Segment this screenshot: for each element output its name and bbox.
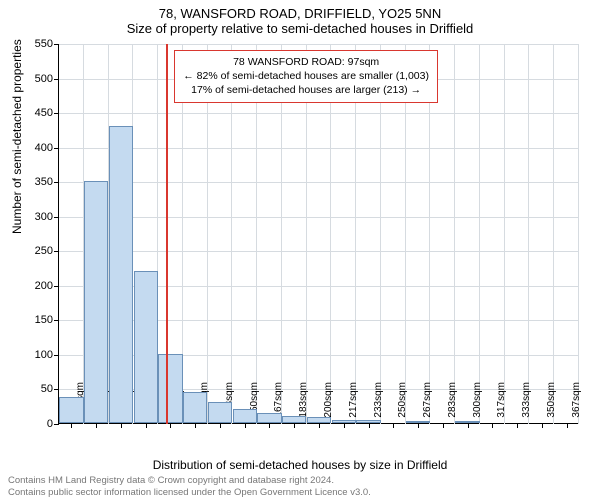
- ytick-label: 350: [19, 176, 53, 188]
- xtick-mark: [443, 423, 444, 428]
- gridline-h: [59, 44, 579, 45]
- ytick-label: 100: [19, 349, 53, 361]
- page-subtitle: Size of property relative to semi-detach…: [0, 21, 600, 36]
- ytick-label: 0: [19, 418, 53, 430]
- footer-line-2: Contains public sector information licen…: [8, 487, 371, 498]
- gridline-h: [59, 113, 579, 114]
- gridline-h: [59, 251, 579, 252]
- annotation-line-2: ← 82% of semi-detached houses are smalle…: [183, 69, 429, 83]
- xtick-mark: [146, 423, 147, 428]
- ytick-label: 550: [19, 38, 53, 50]
- page-title: 78, WANSFORD ROAD, DRIFFIELD, YO25 5NN: [0, 6, 600, 21]
- xtick-mark: [220, 423, 221, 428]
- ytick-mark: [54, 424, 59, 425]
- histogram-bar: [257, 413, 281, 423]
- ytick-label: 300: [19, 211, 53, 223]
- title-block: 78, WANSFORD ROAD, DRIFFIELD, YO25 5NN S…: [0, 0, 600, 38]
- histogram-bar: [455, 421, 479, 423]
- gridline-h: [59, 217, 579, 218]
- histogram-bar: [282, 416, 306, 423]
- ytick-mark: [54, 217, 59, 218]
- gridline-v: [553, 44, 554, 424]
- xtick-mark: [393, 423, 394, 428]
- plot-area: 05010015020025030035040045050055033sqm50…: [58, 44, 578, 424]
- xtick-mark: [492, 423, 493, 428]
- ytick-mark: [54, 251, 59, 252]
- ytick-label: 200: [19, 280, 53, 292]
- xtick-mark: [369, 423, 370, 428]
- histogram-bar: [59, 397, 83, 423]
- xtick-mark: [195, 423, 196, 428]
- histogram-bar: [233, 409, 257, 423]
- xtick-mark: [418, 423, 419, 428]
- histogram-bar: [134, 271, 158, 423]
- ytick-mark: [54, 182, 59, 183]
- histogram-bar: [109, 126, 133, 423]
- ytick-mark: [54, 389, 59, 390]
- xtick-mark: [170, 423, 171, 428]
- xtick-mark: [245, 423, 246, 428]
- xtick-label: 350sqm: [546, 382, 557, 428]
- ytick-mark: [54, 79, 59, 80]
- xtick-mark: [96, 423, 97, 428]
- xtick-mark: [269, 423, 270, 428]
- ytick-mark: [54, 355, 59, 356]
- ytick-label: 250: [19, 245, 53, 257]
- x-axis-label: Distribution of semi-detached houses by …: [0, 458, 600, 472]
- xtick-label: 317sqm: [496, 382, 507, 428]
- xtick-mark: [121, 423, 122, 428]
- footer-line-1: Contains HM Land Registry data © Crown c…: [8, 475, 371, 486]
- ytick-label: 500: [19, 73, 53, 85]
- xtick-mark: [71, 423, 72, 428]
- xtick-mark: [517, 423, 518, 428]
- annotation-box: 78 WANSFORD ROAD: 97sqm ← 82% of semi-de…: [174, 50, 438, 103]
- chart-area: 05010015020025030035040045050055033sqm50…: [58, 44, 578, 424]
- reference-line: [166, 44, 168, 424]
- ytick-mark: [54, 113, 59, 114]
- histogram-bar: [208, 402, 232, 423]
- gridline-v: [479, 44, 480, 424]
- gridline-v: [504, 44, 505, 424]
- ytick-label: 50: [19, 383, 53, 395]
- xtick-label: 333sqm: [521, 382, 532, 428]
- histogram-bar: [183, 392, 207, 423]
- ytick-mark: [54, 44, 59, 45]
- ytick-mark: [54, 286, 59, 287]
- footer: Contains HM Land Registry data © Crown c…: [8, 475, 371, 498]
- xtick-mark: [542, 423, 543, 428]
- annotation-line-1: 78 WANSFORD ROAD: 97sqm: [183, 55, 429, 69]
- gridline-v: [578, 44, 579, 424]
- histogram-bar: [356, 420, 380, 423]
- histogram-bar: [307, 417, 331, 423]
- gridline-h: [59, 148, 579, 149]
- xtick-mark: [294, 423, 295, 428]
- histogram-bar: [406, 421, 430, 423]
- xtick-mark: [344, 423, 345, 428]
- ytick-mark: [54, 148, 59, 149]
- ytick-mark: [54, 320, 59, 321]
- gridline-v: [528, 44, 529, 424]
- histogram-bar: [332, 420, 356, 423]
- gridline-h: [59, 182, 579, 183]
- ytick-label: 150: [19, 314, 53, 326]
- ytick-label: 400: [19, 142, 53, 154]
- annotation-line-3: 17% of semi-detached houses are larger (…: [183, 83, 429, 97]
- xtick-mark: [319, 423, 320, 428]
- gridline-v: [454, 44, 455, 424]
- xtick-mark: [567, 423, 568, 428]
- ytick-label: 450: [19, 107, 53, 119]
- xtick-label: 367sqm: [571, 382, 582, 428]
- histogram-bar: [158, 354, 182, 423]
- y-axis-label: Number of semi-detached properties: [10, 39, 24, 234]
- histogram-bar: [84, 181, 108, 423]
- xtick-mark: [468, 423, 469, 428]
